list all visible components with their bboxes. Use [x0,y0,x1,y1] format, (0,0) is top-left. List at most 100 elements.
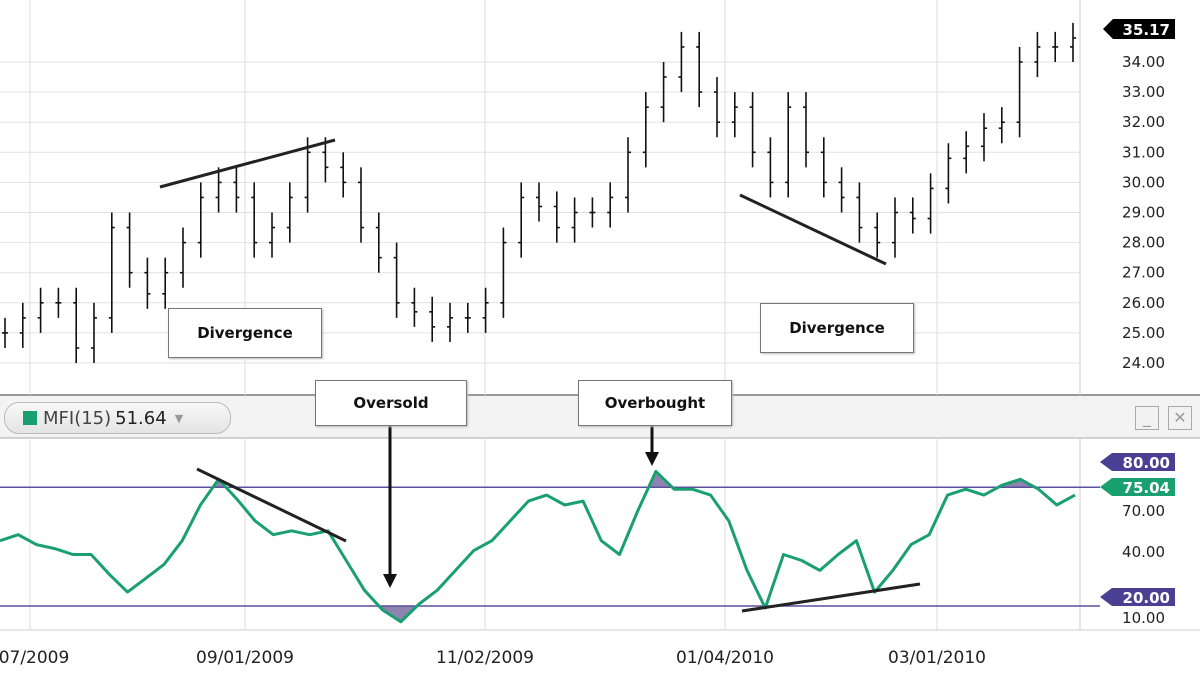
price-bar [607,182,614,228]
price-bar [838,167,845,213]
price-bar [286,182,293,243]
price-bar [197,182,204,258]
price-bar [91,302,97,363]
price-tick-label: 25.00 [1122,324,1165,342]
price-bar [963,131,970,174]
price-bar [518,182,525,258]
price-bar [464,302,471,333]
x-tick-label: 11/02/2009 [436,648,534,668]
price-bar [358,167,364,243]
oversold-label: Oversold [315,380,467,426]
price-bar [909,197,916,234]
mfi-tick-label: 70.00 [1122,502,1165,520]
price-bar [820,137,827,198]
price-tick-label: 28.00 [1122,234,1165,252]
last-price-label: 35.17 [1123,21,1170,39]
price-bar [945,143,952,204]
price-bar [714,77,720,138]
price-bar [2,317,8,348]
price-tick-label: 32.00 [1122,113,1165,131]
mfi-last-value-tag-label: 75.04 [1123,479,1170,497]
price-tick-label: 26.00 [1122,294,1165,312]
oversold-zone-fill [0,606,1075,622]
price-tick-label: 27.00 [1122,264,1165,282]
price-bar [304,137,311,213]
close-panel-button[interactable]: ✕ [1168,406,1192,430]
series-color-swatch [23,411,37,425]
price-bar [215,167,222,213]
trendlines [159,138,921,613]
x-tick-label: 09/01/2009 [196,648,294,668]
divergence-label-right: Divergence [760,303,914,353]
price-tick-label: 31.00 [1122,143,1165,161]
overbought-label: Overbought [578,380,732,426]
price-tick-label: 33.00 [1122,83,1165,101]
price-bar [340,152,347,198]
x-tick-label: 01/04/2010 [676,648,774,668]
price-bar [162,257,169,309]
price-tick-label: 24.00 [1122,354,1165,372]
trendline-price-right [739,193,887,266]
price-bar [625,137,631,213]
price-bar [144,257,151,309]
mfi-line [0,469,1076,624]
price-bar [731,92,738,138]
price-bar [1016,46,1023,138]
price-bar [375,212,382,273]
price-bar [37,287,44,333]
price-bar [251,182,258,258]
indicator-name: MFI(15) [43,407,112,429]
chevron-down-icon[interactable]: ▼ [174,411,184,425]
price-bar [998,107,1005,144]
level-80-tag [1100,453,1175,471]
price-bar [1070,22,1076,62]
price-bar [1034,31,1041,78]
overbought-arrowhead [645,452,659,466]
trendline-price-left [159,138,336,189]
price-bar [785,92,792,198]
price-bar [660,62,667,123]
oversold-arrowhead [383,574,397,588]
price-bar [126,212,133,288]
price-bar [73,287,80,363]
level-20-tag-label: 20.00 [1123,589,1170,607]
level-80-tag-label: 80.00 [1123,454,1170,472]
trendline-mfi-left [196,467,347,543]
price-bar [108,212,115,333]
price-bar [642,92,649,168]
price-bar [180,227,186,288]
price-bar [429,296,436,342]
price-bar [981,113,987,162]
price-tick-label: 29.00 [1122,204,1165,222]
price-bar [411,287,418,327]
price-bar [749,92,756,168]
price-bar [553,191,560,243]
price-bar [322,137,329,183]
divergence-label-left: Divergence [168,308,322,358]
mfi-tick-label: 40.00 [1122,543,1165,561]
price-bar [696,31,703,108]
x-tick-label: 03/01/2010 [888,648,986,668]
minimize-panel-button[interactable]: _ [1135,406,1159,430]
price-bar [55,287,62,318]
price-bar [927,173,934,234]
price-bar [233,167,240,213]
price-bar [482,287,489,333]
last-price-tag [1103,19,1175,39]
mfi-tick-label: 10.00 [1122,609,1165,627]
level-20-tag [1100,588,1175,606]
price-tick-label: 30.00 [1122,173,1165,191]
price-bar [1052,31,1059,62]
price-bar [500,227,507,318]
indicator-selector[interactable]: MFI(15) 51.64 ▼ [4,402,231,434]
price-bar [803,92,809,168]
overbought-zone-fill [0,471,1075,488]
price-bar [589,197,596,228]
price-bar [19,302,26,348]
mfi-last-value-tag [1100,478,1175,496]
price-bar [536,182,542,222]
indicator-value: 51.64 [115,407,167,429]
price-bar [571,197,578,243]
x-tick-label: 07/2009 [0,648,69,668]
